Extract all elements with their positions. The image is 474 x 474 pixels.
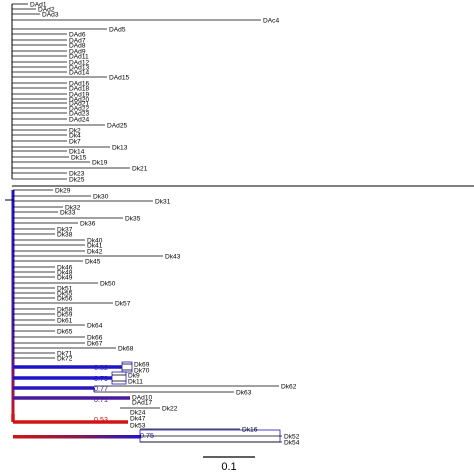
- tip-label: DAd1: [30, 1, 47, 8]
- tip-label: Dk7: [69, 138, 81, 145]
- tip-label: DAd11: [69, 53, 89, 60]
- tip-label: Dk11: [128, 378, 143, 385]
- tip-label: Dk24: [130, 409, 146, 416]
- tip-label: Dk46: [57, 264, 73, 271]
- tip-label: Dk65: [57, 328, 73, 335]
- tip-label: Dk54: [284, 439, 300, 446]
- tip-label: Dk9: [128, 372, 140, 379]
- node-branch: [13, 435, 141, 439]
- tip-label: Dk19: [92, 159, 108, 166]
- support-value: 0.82: [94, 363, 108, 372]
- clade-box: [121, 361, 133, 373]
- tip-label: Dk50: [100, 280, 116, 287]
- tip-label: Dk21: [132, 165, 148, 172]
- tip-label: DAd2: [38, 6, 55, 13]
- tip-label: Dk30: [93, 193, 109, 200]
- tip-label: Dk63: [236, 389, 252, 396]
- tip-label: Dk55: [57, 290, 73, 297]
- tip-label: Dk64: [87, 322, 103, 329]
- support-value: 0.71: [94, 395, 108, 404]
- tip-label: Dk36: [80, 220, 96, 227]
- support-value: 0.77: [94, 384, 108, 393]
- tip-label: Dk66: [87, 334, 103, 341]
- tip-label: DAd22: [69, 105, 89, 112]
- tip-label: Dk57: [115, 300, 131, 307]
- tip-label: Dk48: [57, 269, 73, 276]
- tip-label: Dk14: [69, 148, 85, 155]
- tip-label: Dk22: [162, 405, 178, 412]
- tip-label: Dk70: [134, 367, 150, 374]
- tip-label: DAd10: [132, 394, 152, 401]
- tip-label: Dk4: [69, 132, 81, 139]
- tip-label: Dk16: [242, 426, 258, 433]
- tip-label: Dk62: [281, 383, 297, 390]
- tip-label: Dk32: [65, 204, 81, 211]
- tip-label: DAd21: [69, 100, 89, 107]
- tip-label: Dk49: [57, 274, 73, 281]
- tip-label: Dk45: [85, 258, 101, 265]
- tip-label: Dk59: [57, 311, 73, 318]
- tip-label: Dk72: [57, 355, 73, 362]
- tip-label: Dk41: [87, 242, 103, 249]
- tip-label: Dk38: [57, 231, 73, 238]
- tip-label: Dk67: [87, 340, 103, 347]
- scale-bar-label: 0.1: [221, 461, 236, 473]
- tip-label: DAc4: [263, 17, 279, 24]
- tip-label: DAd25: [107, 122, 127, 129]
- tip-label: DAd18: [69, 85, 89, 92]
- tip-label: DAd23: [69, 110, 89, 117]
- tip-label: DAd19: [69, 91, 89, 98]
- tip-label: DAd24: [69, 116, 89, 123]
- tip-label: DAd13: [69, 64, 89, 71]
- tip-label: Dk53: [130, 422, 146, 429]
- tip-label: Dk71: [57, 350, 73, 357]
- tip-label: Dk43: [165, 253, 181, 260]
- tip-label: Dk31: [155, 198, 171, 205]
- tip-label: DAd8: [69, 42, 86, 49]
- tip-label: Dk40: [87, 237, 103, 244]
- tip-label: Dk58: [57, 306, 73, 313]
- tip-label: Dk42: [87, 248, 103, 255]
- tip-label: Dk13: [112, 144, 128, 151]
- tip-label: DAd16: [69, 80, 89, 87]
- tip-label: Dk47: [130, 415, 146, 422]
- tip-label: Dk33: [60, 209, 76, 216]
- tip-label: DAd20: [69, 96, 89, 103]
- tip-label: Dk52: [284, 433, 300, 440]
- support-value: 0.79: [94, 374, 108, 383]
- tip-label: DAd3: [42, 11, 59, 18]
- tip-label: DAd7: [69, 37, 86, 44]
- tip-label: Dk15: [71, 154, 87, 161]
- tip-label: Dk68: [118, 345, 134, 352]
- clade-box: [111, 371, 127, 385]
- tip-label: Dk69: [134, 361, 150, 368]
- tip-label: DAd6: [69, 31, 86, 38]
- scale-bar: 0.1: [203, 456, 255, 473]
- tip-label: DAd9: [69, 48, 86, 55]
- tip-label: DAd14: [69, 69, 89, 76]
- support-value: 0.53: [94, 415, 108, 424]
- tip-label: DAd12: [69, 59, 89, 66]
- tip-label: Dk61: [57, 317, 73, 324]
- support-value: 0.75: [140, 431, 154, 440]
- tip-label: Dk37: [57, 226, 73, 233]
- tip-label: Dk23: [69, 170, 85, 177]
- tip-label: DAd15: [109, 74, 129, 81]
- tip-label: Dk25: [69, 176, 85, 183]
- tip-label: DAd5: [109, 26, 126, 33]
- tip-label: Dk29: [55, 187, 71, 194]
- tip-label: DAd17: [132, 399, 152, 406]
- clade-spine: [11, 190, 15, 420]
- tip-label: Dk51: [57, 285, 73, 292]
- tip-label: Dk2: [69, 127, 81, 134]
- top-clade: DAd1DAd2DAd3DAc4DAd5DAd6DAd7DAd8DAd9DAd1…: [11, 1, 474, 187]
- tip-label: Dk56: [57, 295, 73, 302]
- tip-label: Dk35: [125, 215, 141, 222]
